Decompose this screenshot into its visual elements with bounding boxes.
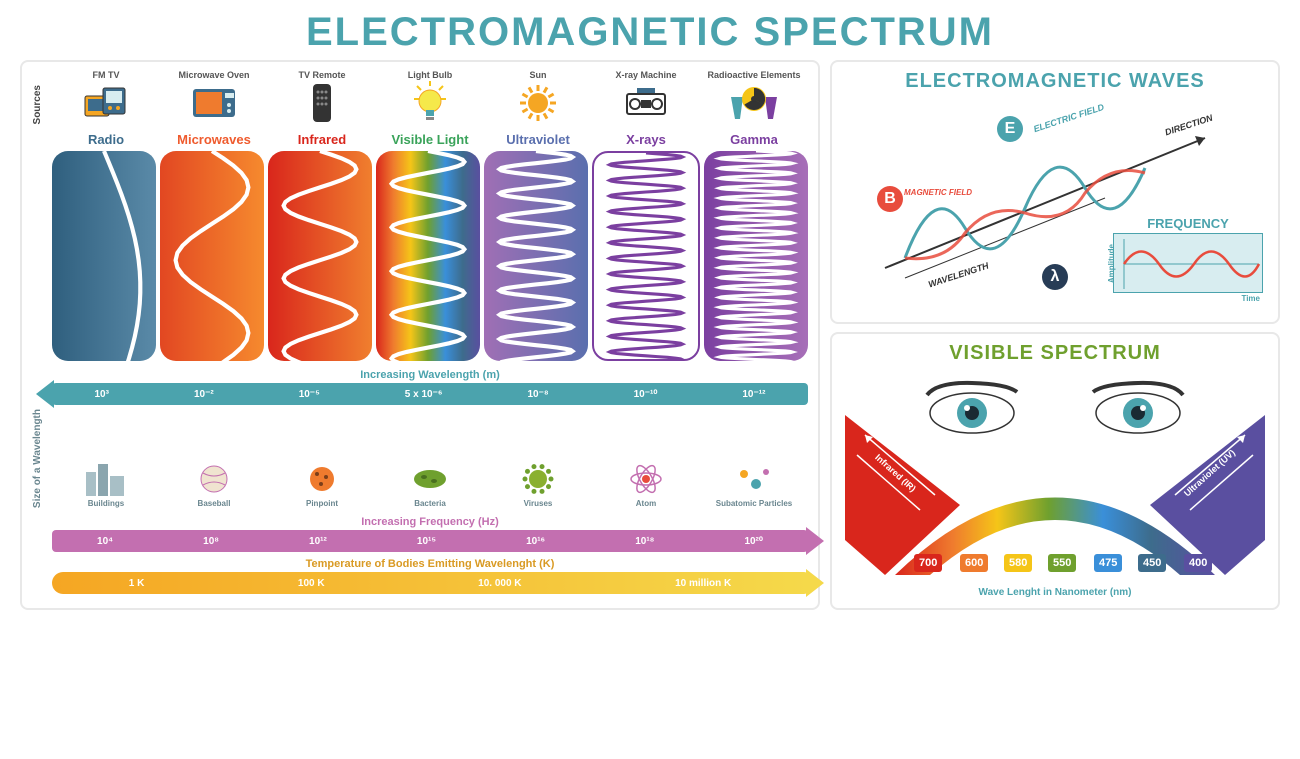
frequency-box-panel: Amplitude Time bbox=[1113, 233, 1263, 293]
nm-value: 580 bbox=[1004, 554, 1032, 572]
size-label: Size of a Wavelength bbox=[32, 409, 46, 508]
size-item-bacteria: Bacteria bbox=[376, 459, 484, 508]
buildings-icon bbox=[52, 459, 160, 499]
em-waves-title: ELECTROMAGNETIC WAVES bbox=[842, 70, 1268, 93]
nm-value: 550 bbox=[1048, 554, 1076, 572]
xray-icon bbox=[592, 82, 700, 124]
arrow-tick: 10⁸ bbox=[203, 536, 219, 547]
sources-label: Sources bbox=[32, 85, 46, 124]
source-xray: X-ray Machine bbox=[592, 70, 700, 124]
wavelength-arrow-title: Increasing Wavelength (m) bbox=[52, 369, 808, 381]
frequency-arrow-title: Increasing Frequency (Hz) bbox=[52, 516, 808, 528]
arrow-tick: 10¹² bbox=[309, 536, 327, 547]
wave-column-microwaves bbox=[160, 151, 264, 361]
wave-column-gamma bbox=[704, 151, 808, 361]
particles-icon bbox=[700, 459, 808, 499]
source-bulb: Light Bulb bbox=[376, 70, 484, 124]
band-label-x-rays: X-rays bbox=[592, 128, 700, 151]
temperature-arrow-title: Temperature of Bodies Emitting Wavelengh… bbox=[52, 558, 808, 570]
band-label-gamma: Gamma bbox=[700, 128, 808, 151]
virus-icon bbox=[484, 459, 592, 499]
arrow-tick: 1 K bbox=[129, 578, 145, 589]
lambda-badge: λ bbox=[1042, 264, 1068, 290]
source-sun: Sun bbox=[484, 70, 592, 124]
size-item-buildings: Buildings bbox=[52, 459, 160, 508]
ball-icon bbox=[160, 459, 268, 499]
arrow-tick: 10¹⁵ bbox=[417, 536, 436, 547]
source-radioactive: Radioactive Elements bbox=[700, 70, 808, 124]
arrow-tick: 10⁴ bbox=[97, 536, 113, 547]
temperature-arrow: 1 K 100 K 10. 000 K 10 million K bbox=[52, 572, 808, 594]
arrow-tick: 10. 000 K bbox=[478, 578, 521, 589]
band-label-radio: Radio bbox=[52, 128, 160, 151]
wave-column-infrared bbox=[268, 151, 372, 361]
arrow-tick: 10⁻¹⁰ bbox=[634, 389, 658, 400]
nm-footer-label: Wave Lenght in Nanometer (nm) bbox=[979, 587, 1132, 598]
band-label-microwaves: Microwaves bbox=[160, 128, 268, 151]
bulb-icon bbox=[376, 82, 484, 124]
time-axis-label: Time bbox=[1241, 294, 1260, 303]
em-waves-panel: ELECTROMAGNETIC WAVES E B λ ELECTRIC FIE… bbox=[830, 60, 1280, 324]
source-radio-tv: FM TV bbox=[52, 70, 160, 124]
arrow-tick: 10⁻⁸ bbox=[527, 389, 548, 400]
remote-icon bbox=[268, 82, 376, 124]
amplitude-axis-label: Amplitude bbox=[1107, 244, 1116, 283]
arrow-tick: 10¹⁸ bbox=[635, 536, 654, 547]
arrow-tick: 5 x 10⁻⁶ bbox=[405, 389, 443, 400]
nm-value: 450 bbox=[1138, 554, 1166, 572]
spectrum-panel: Sources FM TVMicrowave OvenTV RemoteLigh… bbox=[20, 60, 820, 610]
wave-column-ultraviolet bbox=[484, 151, 588, 361]
arrow-tick: 100 K bbox=[298, 578, 325, 589]
size-item-particles: Subatomic Particles bbox=[700, 459, 808, 508]
band-label-infrared: Infrared bbox=[268, 128, 376, 151]
arrow-tick: 10³ bbox=[95, 389, 109, 400]
band-label-visible-light: Visible Light bbox=[376, 128, 484, 151]
radioactive-icon bbox=[700, 82, 808, 124]
wave-column-visible-light bbox=[376, 151, 480, 361]
band-label-ultraviolet: Ultraviolet bbox=[484, 128, 592, 151]
arrow-tick: 10⁻⁵ bbox=[299, 389, 320, 400]
wavelength-arrow: 10³ 10⁻² 10⁻⁵ 5 x 10⁻⁶ 10⁻⁸ 10⁻¹⁰ 10⁻¹² bbox=[52, 383, 808, 405]
arrow-tick: 10²⁰ bbox=[744, 536, 762, 547]
wave-column-radio bbox=[52, 151, 156, 361]
pinpoint-icon bbox=[268, 459, 376, 499]
bacteria-icon bbox=[376, 459, 484, 499]
e-field-badge: E bbox=[997, 116, 1023, 142]
microwave-icon bbox=[160, 82, 268, 124]
arrow-tick: 10⁻² bbox=[194, 389, 214, 400]
nm-value: 475 bbox=[1094, 554, 1122, 572]
nm-value: 700 bbox=[914, 554, 942, 572]
page-title: ELECTROMAGNETIC SPECTRUM bbox=[0, 0, 1300, 60]
frequency-arrow: 10⁴ 10⁸ 10¹² 10¹⁵ 10¹⁶ 10¹⁸ 10²⁰ bbox=[52, 530, 808, 552]
frequency-box-title: FREQUENCY bbox=[1113, 216, 1263, 231]
wave-column-x-rays bbox=[592, 151, 700, 361]
size-item-ball: Baseball bbox=[160, 459, 268, 508]
visible-spectrum-title: VISIBLE SPECTRUM bbox=[842, 342, 1268, 365]
nm-value: 600 bbox=[960, 554, 988, 572]
sun-icon bbox=[484, 82, 592, 124]
arrow-tick: 10⁻¹² bbox=[742, 389, 765, 400]
nm-value: 400 bbox=[1184, 554, 1212, 572]
source-remote: TV Remote bbox=[268, 70, 376, 124]
arrow-tick: 10 million K bbox=[675, 578, 731, 589]
b-field-badge: B bbox=[877, 186, 903, 212]
radio-tv-icon bbox=[52, 82, 160, 124]
size-item-atom: Atom bbox=[592, 459, 700, 508]
size-item-virus: Viruses bbox=[484, 459, 592, 508]
source-microwave: Microwave Oven bbox=[160, 70, 268, 124]
visible-spectrum-panel: VISIBLE SPECTRUM bbox=[830, 332, 1280, 610]
size-item-pinpoint: Pinpoint bbox=[268, 459, 376, 508]
arrow-tick: 10¹⁶ bbox=[526, 536, 545, 547]
magnetic-field-label: MAGNETIC FIELD bbox=[904, 188, 972, 197]
atom-icon bbox=[592, 459, 700, 499]
